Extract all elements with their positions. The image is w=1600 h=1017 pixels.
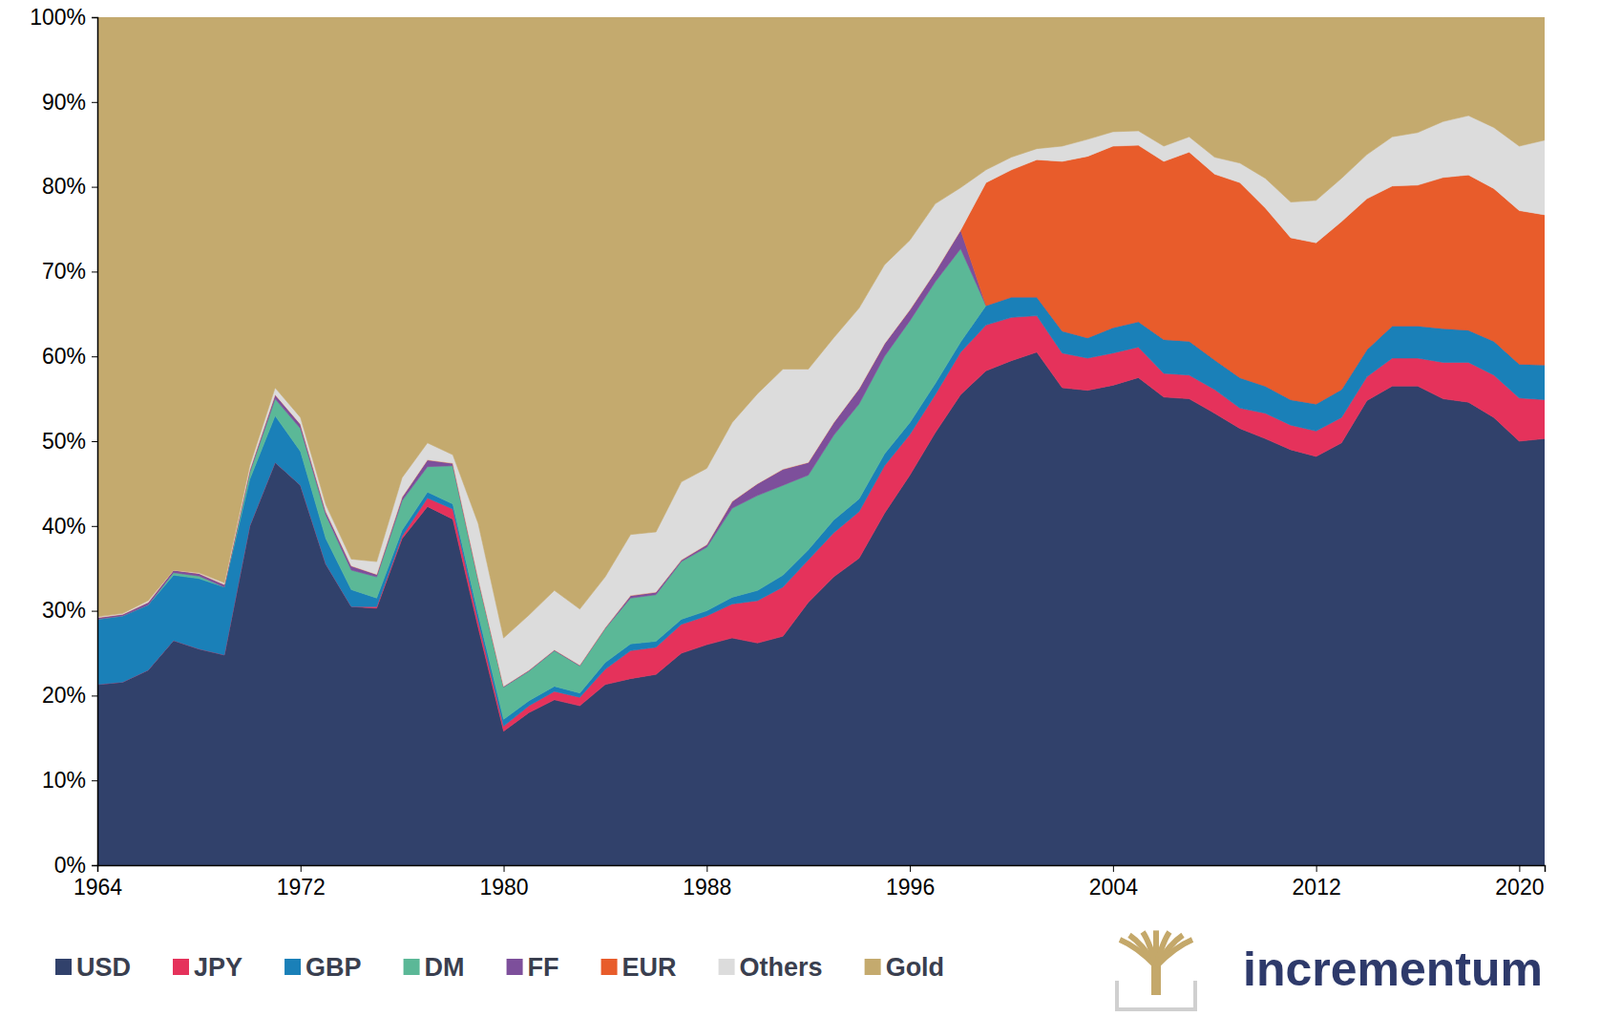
legend-swatch [506, 958, 524, 975]
legend-item: Others [718, 952, 823, 982]
legend-item: JPY [172, 952, 243, 982]
legend-label: DM [424, 952, 465, 982]
legend-label: GBP [305, 952, 362, 982]
x-tick-mark [706, 864, 708, 872]
y-tick-mark [91, 356, 98, 358]
y-tick-label: 10% [42, 767, 86, 793]
y-tick-mark [91, 610, 98, 612]
x-tick-mark [1518, 864, 1520, 872]
legend-label: JPY [193, 952, 243, 982]
legend-item: EUR [601, 952, 677, 982]
legend-swatch [718, 958, 736, 975]
y-tick: 70% [42, 258, 98, 284]
legend-label: Gold [885, 952, 946, 982]
y-tick-mark [91, 694, 98, 696]
legend: USD JPY GBP DM FF EUR Others Gold [55, 952, 945, 982]
y-tick-mark [91, 779, 98, 781]
x-tick-label: 1972 [276, 874, 326, 900]
x-axis-line [98, 865, 1546, 873]
chart: 0% 10% 20% 30% 40% 50% 60% 70% 80% 90% 100% 1964 197… [0, 0, 1600, 1017]
legend-swatch [864, 958, 882, 975]
x-tick-mark [1113, 864, 1115, 872]
y-axis: 0% 10% 20% 30% 40% 50% 60% 70% 80% 90% 100% [29, 4, 98, 878]
y-tick-label: 60% [42, 343, 86, 369]
y-tick: 90% [42, 89, 98, 115]
y-tick-mark [91, 526, 98, 527]
x-tick-label: 1996 [885, 874, 935, 900]
logo-frame [1116, 980, 1196, 1010]
x-tick-mark [909, 864, 911, 872]
y-tick: 80% [42, 173, 98, 199]
legend-item: GBP [284, 952, 362, 982]
legend-label: Others [739, 952, 823, 982]
legend-label: FF [527, 952, 560, 982]
y-tick-label: 20% [42, 682, 86, 708]
legend-item: FF [506, 952, 560, 982]
y-tick-label: 40% [42, 513, 86, 539]
y-tick: 0% [54, 852, 98, 878]
x-tick-mark [97, 864, 99, 872]
legend-label: USD [76, 952, 131, 982]
y-tick-label: 70% [42, 258, 86, 284]
y-tick: 100% [29, 4, 98, 30]
x-tick-label: 2020 [1494, 874, 1544, 900]
brand-name: incrementum [1242, 942, 1543, 996]
legend-item: Gold [864, 952, 946, 982]
x-tick: 1972 [276, 864, 326, 900]
y-tick-mark [91, 187, 98, 189]
x-tick: 1988 [682, 864, 732, 900]
legend-label: EUR [622, 952, 677, 982]
y-tick: 20% [42, 682, 98, 708]
y-tick-label: 30% [42, 597, 86, 623]
y-tick-mark [91, 441, 98, 443]
x-axis: 1964 1972 1980 1988 1996 2004 2012 2020 [73, 864, 1546, 900]
y-tick-label: 90% [42, 89, 86, 115]
legend-swatch [172, 958, 190, 975]
x-tick-label: 1988 [682, 874, 732, 900]
x-tick: 1980 [479, 864, 528, 900]
legend-item: DM [403, 952, 465, 982]
area-gold [97, 17, 1545, 638]
y-tick-label: 0% [54, 852, 86, 878]
y-tick: 40% [42, 513, 98, 539]
x-tick-label: 2004 [1089, 874, 1138, 900]
y-tick-mark [91, 864, 98, 866]
x-tick: 1996 [885, 864, 935, 900]
y-tick-mark [91, 102, 98, 104]
y-tick: 30% [42, 597, 98, 623]
y-tick-label: 80% [42, 173, 86, 199]
x-tick-mark [300, 864, 302, 872]
x-tick: 1964 [73, 864, 123, 900]
legend-swatch [403, 958, 421, 975]
logo [1116, 929, 1196, 1010]
x-tick: 2012 [1292, 864, 1342, 900]
x-tick-mark [1316, 864, 1318, 872]
x-tick-mark [504, 864, 506, 872]
y-tick-label: 50% [42, 428, 86, 454]
legend-item: USD [55, 952, 131, 982]
y-tick-label: 100% [29, 4, 86, 30]
legend-swatch [55, 958, 72, 975]
legend-swatch [284, 958, 301, 975]
legend-swatch [601, 958, 618, 975]
areas [97, 17, 1545, 865]
x-tick-label: 1964 [73, 874, 123, 900]
x-tick: 2020 [1494, 864, 1544, 900]
x-tick: 2004 [1089, 864, 1138, 900]
y-axis-line [91, 18, 99, 866]
y-tick: 50% [42, 428, 98, 454]
y-tick-mark [91, 17, 98, 19]
logo-branch [1156, 939, 1193, 967]
y-tick: 60% [42, 343, 98, 369]
y-tick: 10% [42, 767, 98, 793]
x-tick-label: 1980 [479, 874, 528, 900]
x-tick-label: 2012 [1292, 874, 1342, 900]
y-tick-mark [91, 271, 98, 273]
